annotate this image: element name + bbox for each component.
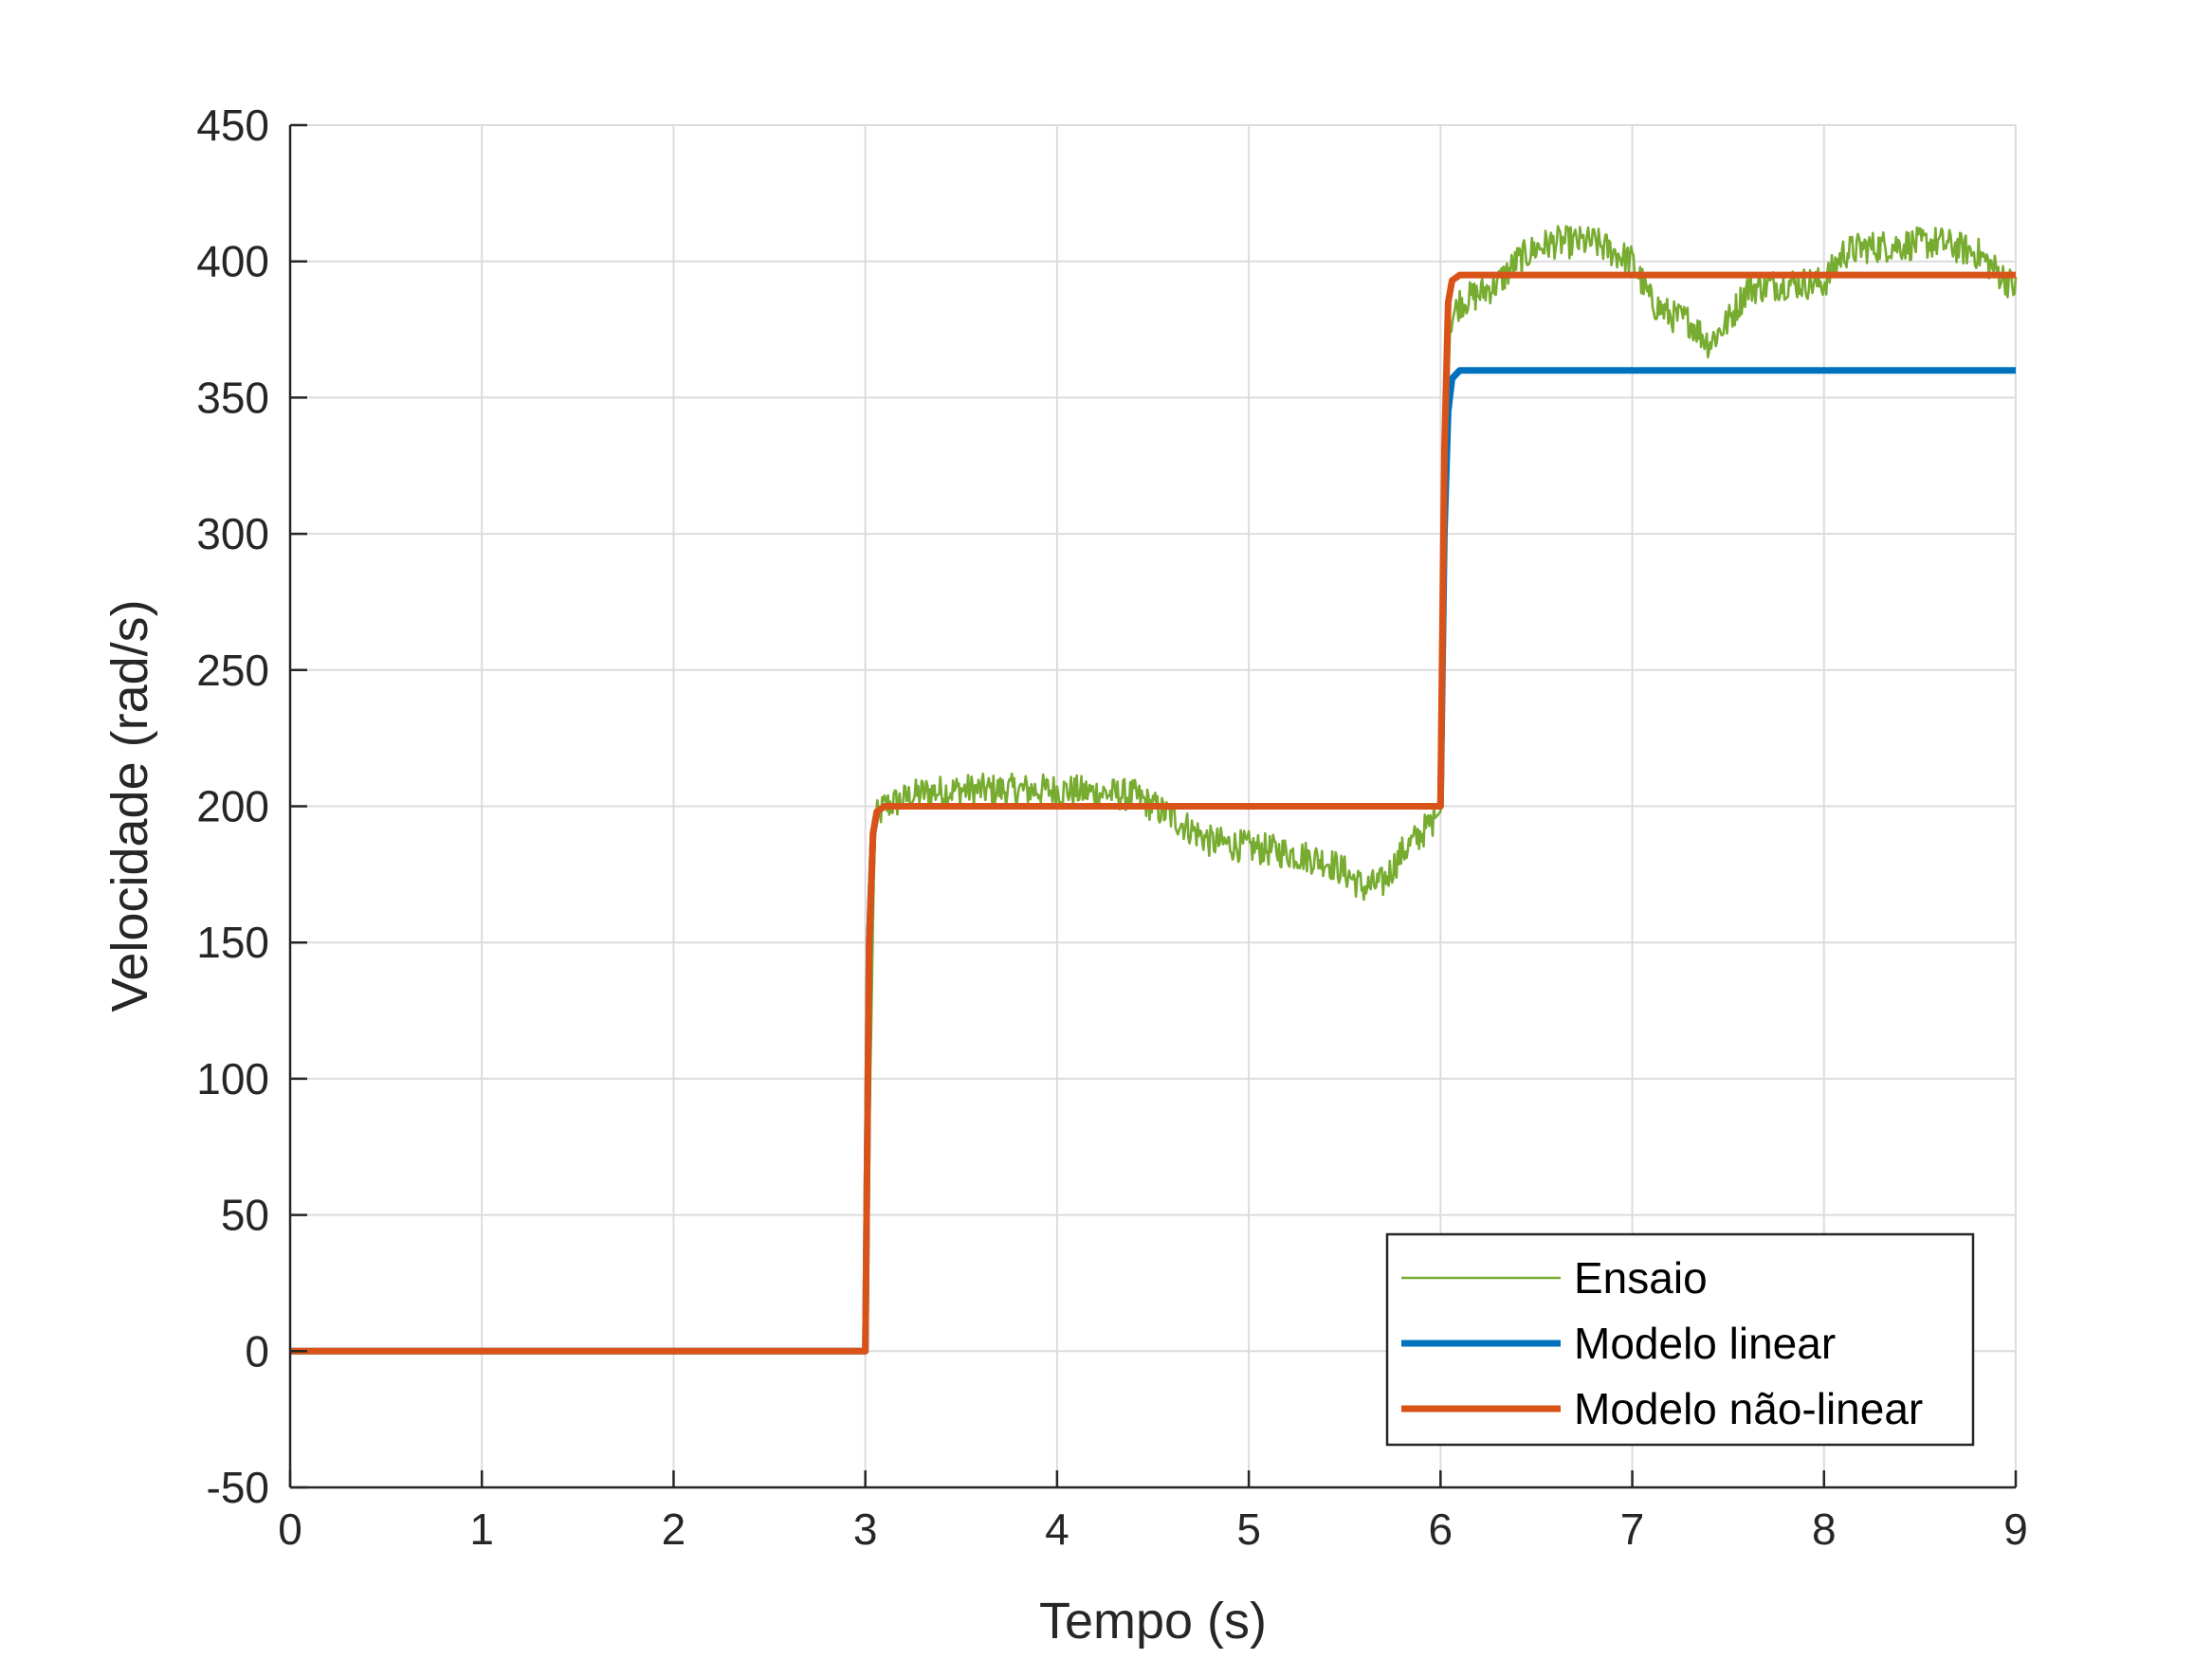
- y-tick-label: -50: [207, 1463, 269, 1512]
- x-tick-label: 1: [469, 1504, 494, 1554]
- y-tick-label: 250: [196, 646, 269, 695]
- x-tick-label: 4: [1045, 1504, 1069, 1554]
- legend-label: Modelo não-linear: [1574, 1384, 1923, 1433]
- series-layer: [290, 225, 2018, 1355]
- x-tick-label: 9: [2003, 1504, 2028, 1554]
- legend-label: Ensaio: [1574, 1253, 1708, 1303]
- y-tick-label: 350: [196, 373, 269, 422]
- y-tick-label: 50: [221, 1191, 269, 1240]
- x-tick-label: 2: [662, 1504, 686, 1554]
- legend-label: Modelo linear: [1574, 1319, 1836, 1368]
- y-tick-label: 150: [196, 918, 269, 967]
- legend: Ensaio Modelo linear Modelo não-linear: [1385, 1232, 1975, 1447]
- y-tick-label: 400: [196, 237, 269, 286]
- y-tick-label: 450: [196, 100, 269, 150]
- x-tick-label: 8: [1812, 1504, 1837, 1554]
- series-modelo-n-o-linear-line: [290, 271, 2016, 1355]
- y-tick-label: 100: [196, 1054, 269, 1103]
- y-axis-title: Velocidade (rad/s): [101, 599, 158, 1012]
- y-tick-label: 300: [196, 509, 269, 558]
- y-tick-label: 200: [196, 782, 269, 831]
- x-axis-title: Tempo (s): [1039, 1593, 1267, 1650]
- x-tick-label: 0: [278, 1504, 302, 1554]
- x-tick-label: 5: [1236, 1504, 1261, 1554]
- x-tick-label: 3: [853, 1504, 878, 1554]
- y-tick-label: 0: [245, 1326, 269, 1376]
- x-tick-label: 7: [1620, 1504, 1645, 1554]
- x-tick-label: 6: [1429, 1504, 1453, 1554]
